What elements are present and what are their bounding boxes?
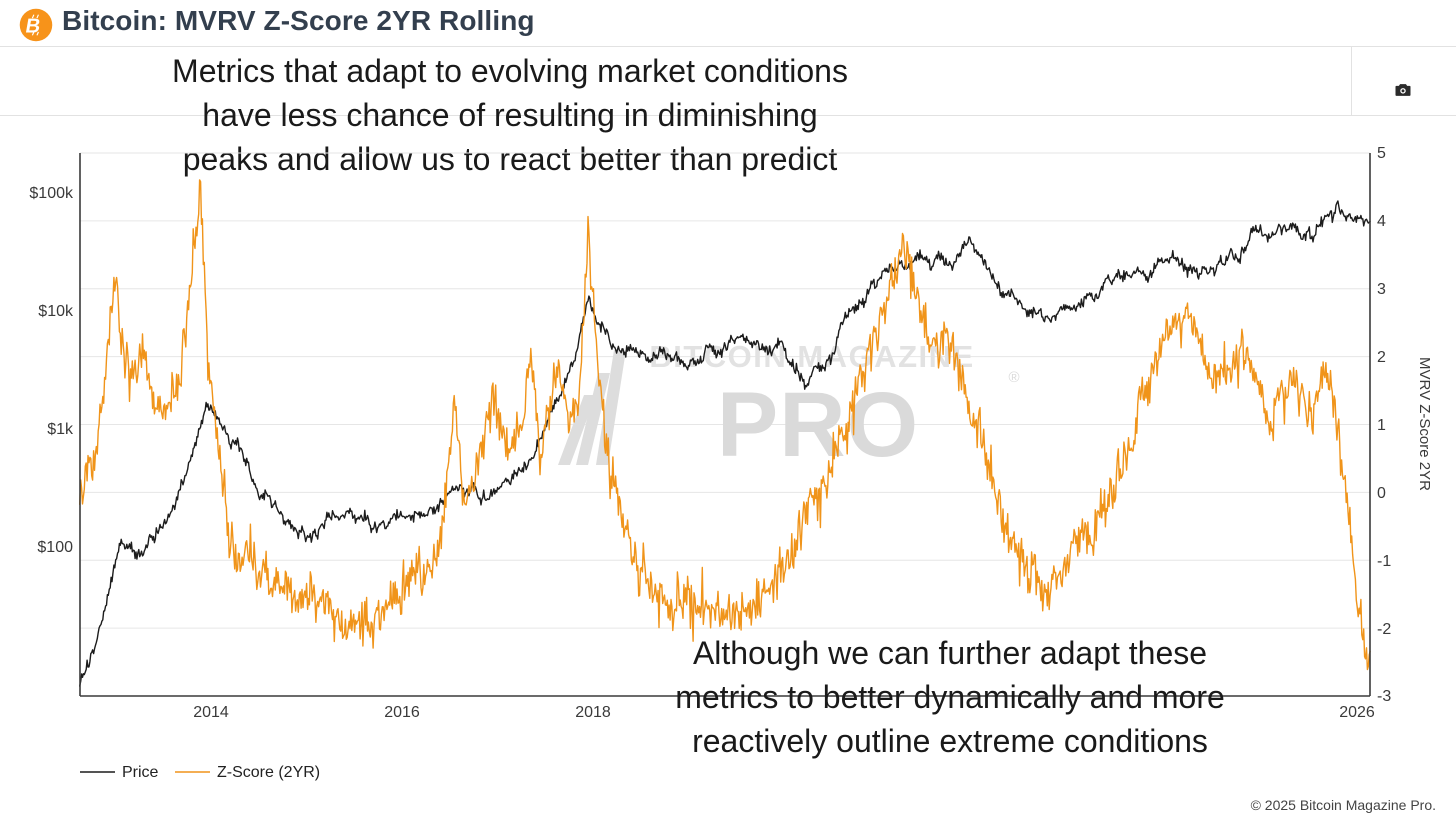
svg-text:BITCOIN MAGAZINE: BITCOIN MAGAZINE [649,339,974,374]
svg-text:-2: -2 [1377,621,1391,638]
svg-text:$100: $100 [37,539,73,556]
svg-text:0: 0 [1377,485,1386,502]
svg-text:1: 1 [1377,417,1386,434]
svg-text:4: 4 [1377,213,1386,230]
svg-text:$100k: $100k [29,185,74,202]
svg-text:$1k: $1k [47,421,74,438]
svg-text:2: 2 [1377,349,1386,366]
svg-text:2026: 2026 [1339,704,1375,721]
svg-text:-1: -1 [1377,553,1391,570]
svg-text:MVRV Z-Score 2YR: MVRV Z-Score 2YR [1416,357,1433,491]
svg-text:Price: Price [122,764,159,781]
svg-text:Z-Score (2YR): Z-Score (2YR) [217,764,320,781]
svg-text:®: ® [1008,369,1019,386]
svg-text:3: 3 [1377,281,1386,298]
svg-text:PRO: PRO [717,374,919,476]
svg-text:$10k: $10k [38,303,74,320]
svg-text:2014: 2014 [193,704,229,721]
svg-text:2016: 2016 [384,704,420,721]
svg-text:-3: -3 [1377,688,1391,705]
svg-text:5: 5 [1377,145,1386,162]
